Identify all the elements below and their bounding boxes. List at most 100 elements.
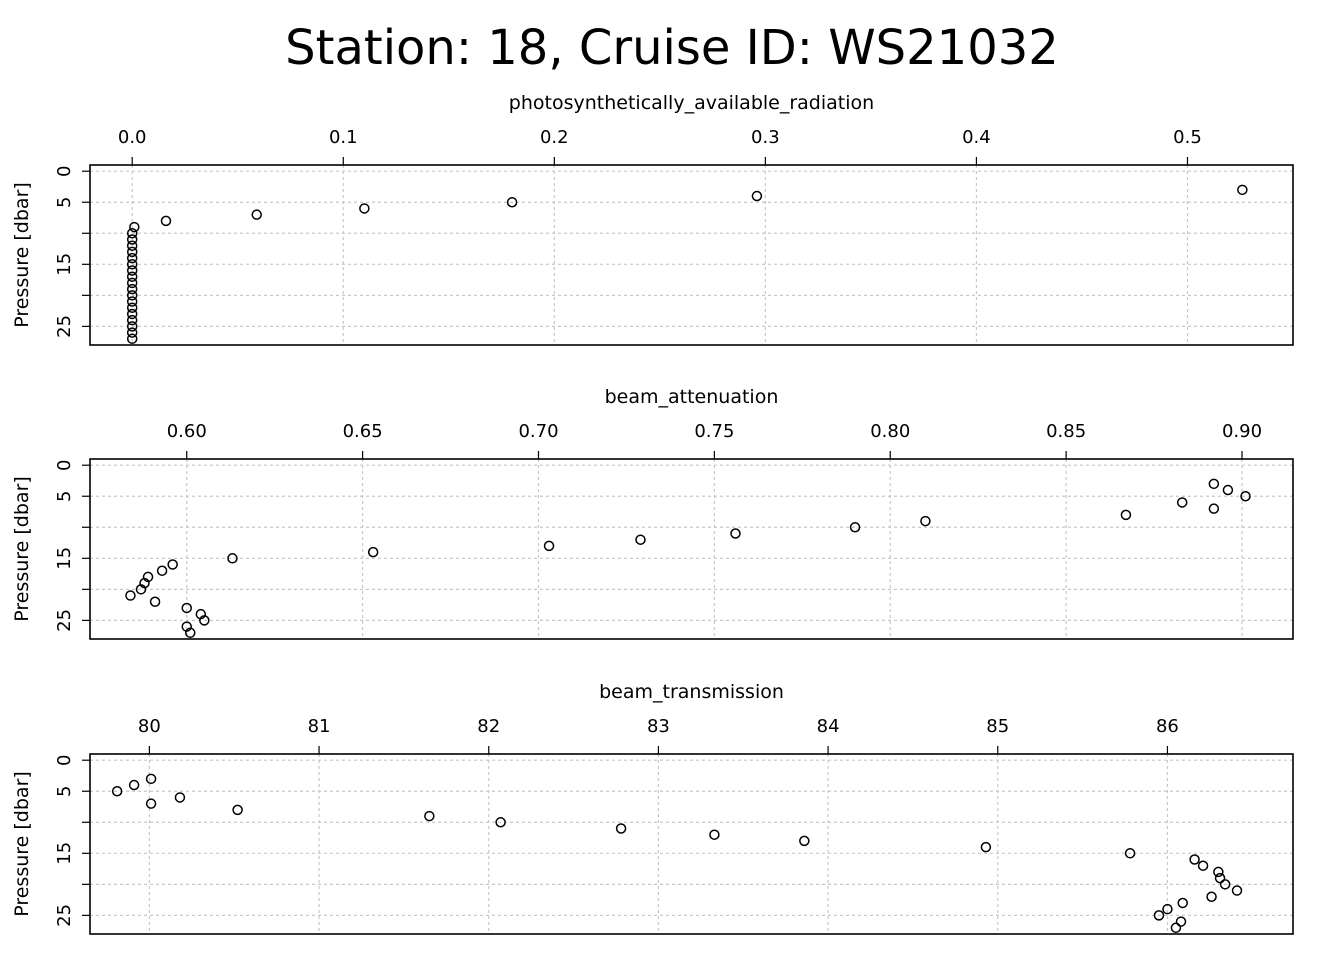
y-tick-label: 25 <box>54 609 75 632</box>
data-point <box>424 810 435 822</box>
data-point <box>126 333 138 345</box>
data-point <box>1120 509 1132 521</box>
data-point <box>980 841 992 853</box>
data-point <box>1208 503 1220 514</box>
data-point <box>232 804 243 816</box>
data-point <box>126 240 138 251</box>
data-point <box>799 835 810 847</box>
panel-3: 80 81 82 83 84 85 86 beam_transmission 0 5 15 25 Pre… <box>11 681 1294 935</box>
data-point <box>126 259 138 270</box>
y-tick-label: 0 <box>54 459 75 470</box>
data-point <box>1219 879 1231 890</box>
x-tick-label: 0.90 <box>1222 421 1262 442</box>
data-point <box>185 627 196 639</box>
data-point <box>126 271 138 282</box>
x-tick-label: 81 <box>308 716 331 737</box>
data-point <box>1124 848 1136 859</box>
data-point <box>126 296 138 307</box>
data-point <box>506 196 518 208</box>
x-tick-label: 0.2 <box>540 127 569 148</box>
data-point <box>359 203 370 214</box>
data-point <box>849 522 861 533</box>
y-tick-label: 15 <box>54 253 75 276</box>
data-point <box>1197 860 1209 871</box>
data-point <box>156 565 168 576</box>
y-tick-label: 0 <box>54 165 75 176</box>
data-point <box>126 327 138 338</box>
data-point <box>1213 866 1224 878</box>
data-point <box>1153 910 1165 921</box>
data-point <box>1177 897 1188 909</box>
data-point <box>709 829 720 840</box>
x-tick-label: 0.65 <box>343 421 383 442</box>
data-point <box>635 534 646 545</box>
data-point <box>125 590 136 601</box>
data-point <box>199 615 210 626</box>
data-point <box>128 779 140 791</box>
figure-title: Station: 18, Cruise ID: WS21032 <box>285 20 1059 76</box>
plot-frame <box>89 164 1294 346</box>
data-point <box>126 246 138 258</box>
data-point <box>126 277 138 289</box>
data-point <box>126 321 138 332</box>
x-axis-label: beam_transmission <box>599 681 784 703</box>
x-tick-label: 0.60 <box>167 421 207 442</box>
data-point <box>1189 854 1200 865</box>
data-point <box>1214 872 1226 884</box>
panel-2: 0.60 0.65 0.70 0.75 0.80 0.85 0.90 beam_attenua… <box>11 386 1294 640</box>
x-tick-label: 0.75 <box>694 421 734 442</box>
x-tick-label: 80 <box>138 716 161 737</box>
data-point <box>126 302 138 314</box>
x-axis-label: beam_attenuation <box>605 386 779 408</box>
data-point <box>1175 916 1187 927</box>
data-point <box>1240 490 1251 502</box>
data-point <box>145 773 157 785</box>
data-point <box>149 596 161 608</box>
data-point <box>174 792 186 803</box>
data-point <box>111 785 123 797</box>
data-point <box>1206 891 1217 903</box>
y-axis-label: Pressure [dbar] <box>11 476 33 622</box>
y-tick-label: 25 <box>54 315 75 338</box>
x-tick-label: 85 <box>986 716 1009 737</box>
x-tick-label: 86 <box>1156 716 1179 737</box>
y-tick-label: 0 <box>54 754 75 765</box>
plot-frame <box>89 753 1294 935</box>
data-point <box>1222 484 1234 496</box>
y-tick-label: 15 <box>54 547 75 570</box>
data-point <box>367 546 379 558</box>
x-tick-label: 84 <box>817 716 840 737</box>
y-axis-label: Pressure [dbar] <box>11 771 33 917</box>
data-point <box>126 314 138 326</box>
data-point <box>126 308 138 320</box>
data-point <box>495 817 506 828</box>
data-point <box>1231 885 1243 896</box>
data-point <box>920 515 931 527</box>
data-point <box>160 215 172 227</box>
y-axis-label: Pressure [dbar] <box>11 182 33 328</box>
data-point <box>167 559 178 570</box>
x-tick-label: 0.1 <box>329 127 358 148</box>
data-point <box>751 190 763 202</box>
data-point <box>126 283 138 295</box>
x-tick-label: 0.80 <box>870 421 910 442</box>
data-point <box>1170 922 1182 934</box>
data-point <box>227 553 238 564</box>
x-tick-label: 0.5 <box>1173 127 1202 148</box>
data-point <box>615 823 627 834</box>
y-tick-label: 25 <box>54 904 75 927</box>
y-tick-label: 15 <box>54 842 75 865</box>
data-point <box>126 228 138 239</box>
data-point <box>251 209 262 220</box>
x-tick-label: 0.3 <box>751 127 780 148</box>
data-point <box>126 252 138 264</box>
data-point <box>145 798 157 809</box>
x-tick-label: 0.0 <box>118 127 147 148</box>
y-tick-label: 5 <box>54 491 75 502</box>
plot-frame <box>89 458 1294 640</box>
data-point <box>129 221 140 233</box>
data-point <box>1237 184 1248 196</box>
data-point <box>543 540 555 552</box>
